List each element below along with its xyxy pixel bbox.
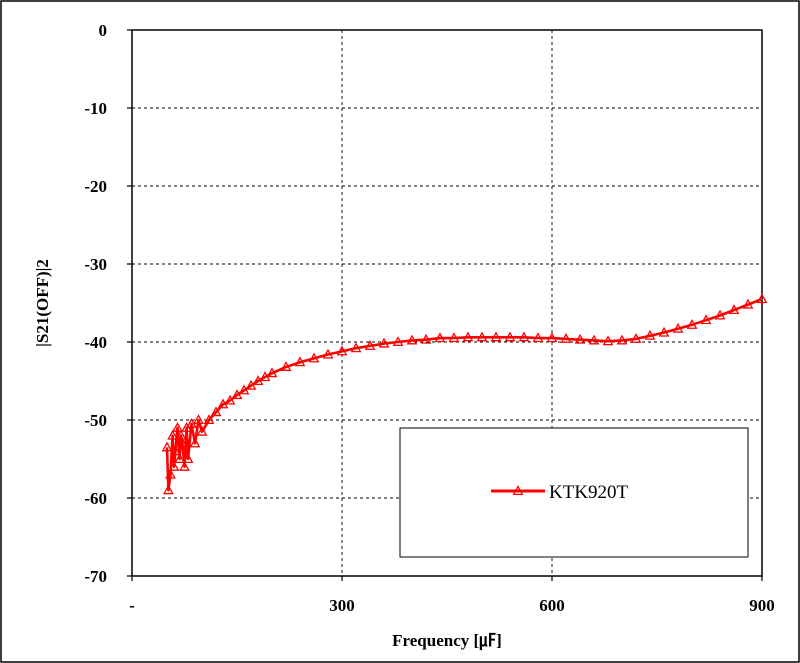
y-axis-ticks: 0 -10 -20 -30 -40 -50 -60 -70 (84, 21, 132, 586)
data-point (280, 361, 292, 371)
data-point (238, 384, 250, 395)
x-axis-ticks: - 300 600 900 (129, 576, 775, 615)
data-point (462, 331, 474, 342)
data-point (364, 340, 376, 350)
data-point (714, 309, 726, 320)
y-tick-label: -60 (84, 489, 107, 508)
data-point (658, 326, 670, 337)
data-point (616, 334, 628, 345)
series-0 (161, 293, 768, 495)
data-point (168, 460, 180, 471)
y-axis-label: |S21(OFF)|2 (33, 259, 52, 347)
legend-marker-triangle (512, 485, 524, 496)
y-tick-label: 0 (99, 21, 108, 40)
data-point (392, 336, 404, 347)
legend: KTK920T (399, 427, 749, 558)
data-point (420, 333, 432, 344)
data-point (434, 332, 446, 343)
data-point (308, 352, 320, 363)
data-point (322, 348, 334, 359)
data-point (193, 414, 204, 425)
data-point (177, 437, 188, 448)
data-point (163, 484, 174, 495)
data-point (231, 389, 243, 400)
data-point (448, 332, 460, 343)
data-point (174, 453, 185, 464)
y-tick-label: -30 (84, 255, 107, 274)
y-tick-label: -70 (84, 567, 107, 586)
data-point (672, 322, 684, 333)
data-point (406, 334, 418, 345)
data-point (350, 342, 362, 353)
data-point (210, 406, 222, 417)
x-tick-label: 600 (539, 596, 565, 615)
data-point (560, 333, 572, 343)
data-point (224, 394, 236, 405)
y-tick-label: -10 (84, 99, 107, 118)
x-tick-label: 900 (749, 596, 775, 615)
data-point (686, 318, 698, 329)
data-point (167, 429, 178, 440)
data-point (588, 334, 600, 345)
data-point (490, 331, 502, 342)
data-point (189, 437, 201, 448)
data-point (378, 337, 390, 348)
data-point (165, 468, 176, 479)
y-tick-label: -20 (84, 177, 107, 196)
data-point (175, 429, 187, 440)
data-point (504, 331, 516, 342)
data-point (644, 329, 656, 340)
data-point (203, 414, 215, 425)
data-point (602, 335, 614, 346)
legend-entry-label: KTK920T (549, 482, 629, 503)
y-tick-label: -50 (84, 411, 107, 430)
data-point (336, 345, 348, 356)
data-point (756, 293, 768, 304)
x-tick-label: 300 (329, 596, 355, 615)
y-tick-label: -40 (84, 333, 107, 352)
data-point (161, 441, 173, 452)
data-point (630, 333, 642, 343)
x-tick-label: - (129, 596, 135, 615)
data-point (476, 331, 488, 342)
x-axis-label: Frequency [㎌] (392, 631, 502, 651)
data-point (170, 445, 181, 456)
data-point (172, 421, 183, 432)
data-point (196, 425, 208, 436)
data-point (266, 367, 278, 378)
data-point (700, 314, 712, 325)
series-layer (161, 293, 768, 495)
legend-box (399, 427, 749, 558)
data-point (574, 333, 586, 344)
data-point (742, 298, 754, 309)
data-point (518, 331, 530, 342)
data-point (245, 379, 257, 390)
data-point (728, 304, 740, 315)
data-point (179, 460, 190, 471)
data-point (546, 332, 558, 343)
data-point (182, 453, 194, 464)
data-point (294, 356, 306, 367)
data-point (532, 332, 544, 343)
